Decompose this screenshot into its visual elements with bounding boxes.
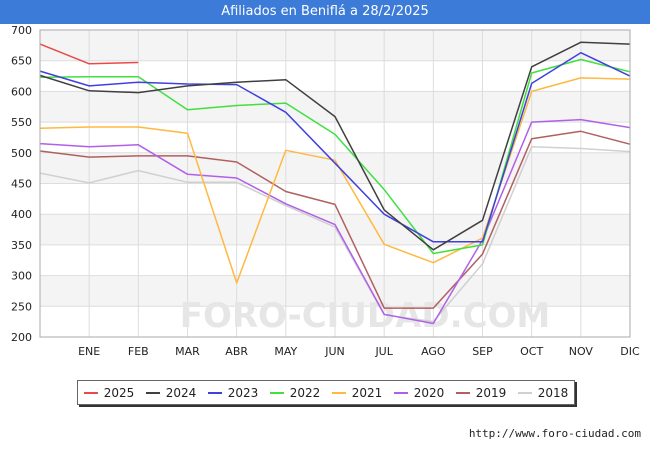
y-tick-label: 200 [11, 331, 32, 344]
x-tick-label: MAR [175, 345, 200, 358]
x-tick-label: ABR [225, 345, 248, 358]
y-tick-label: 250 [11, 300, 32, 313]
x-tick-label: NOV [569, 345, 594, 358]
series-line-2025 [39, 43, 139, 65]
legend-swatch [393, 391, 408, 394]
legend-item-2019: 2019 [455, 385, 507, 400]
y-tick-label: 500 [11, 147, 32, 160]
series-line-2022 [39, 58, 631, 255]
x-tick-label: MAY [274, 345, 297, 358]
x-tick-label: JUL [374, 345, 393, 358]
legend-label: 2018 [537, 385, 569, 400]
legend-swatch [207, 391, 222, 394]
legend-swatch [455, 391, 470, 394]
x-tick-label: DIC [620, 345, 640, 358]
legend-swatch [517, 391, 532, 394]
series-line-2020 [39, 118, 631, 325]
legend-swatch [145, 391, 160, 394]
legend-item-2021: 2021 [331, 385, 383, 400]
y-tick-label: 450 [11, 178, 32, 191]
legend-label: 2019 [475, 385, 507, 400]
y-tick-label: 650 [11, 55, 32, 68]
series-line-2024 [39, 41, 631, 251]
line-chart: 200 250 300 350 400 450 500 550 600 650 700 ENE FEB M… [11, 24, 640, 358]
y-tick-label: 400 [11, 208, 32, 221]
series-line-2019 [39, 130, 631, 309]
x-tick-label: ENE [78, 345, 100, 358]
legend-item-2018: 2018 [517, 385, 569, 400]
legend-item-2022: 2022 [269, 385, 321, 400]
legend-item-2025: 2025 [83, 385, 135, 400]
source-url: http://www.foro-ciudad.com [468, 427, 641, 440]
y-tick-label: 300 [11, 270, 32, 283]
series-line-2023 [39, 51, 631, 243]
legend-swatch [83, 391, 98, 394]
watermark: FORO-CIUDAD.COM [180, 296, 551, 336]
legend-label: 2021 [351, 385, 383, 400]
chart-title: Afiliados en Beniflá a 28/2/2025 [0, 0, 650, 24]
legend-label: 2020 [413, 385, 445, 400]
legend-item-2024: 2024 [145, 385, 197, 400]
legend-label: 2025 [103, 385, 135, 400]
x-tick-label: FEB [128, 345, 149, 358]
legend-item-2020: 2020 [393, 385, 445, 400]
legend-label: 2022 [289, 385, 321, 400]
x-tick-label: JUN [324, 345, 345, 358]
legend-label: 2024 [165, 385, 197, 400]
plot-frame [39, 29, 631, 338]
series-line-2021 [39, 77, 631, 284]
series-line-2018 [39, 145, 631, 323]
legend-label: 2023 [227, 385, 259, 400]
legend-swatch [269, 391, 284, 394]
x-tick-label: SEP [472, 345, 493, 358]
x-tick-label: OCT [520, 345, 543, 358]
y-tick-label: 550 [11, 116, 32, 129]
legend-swatch [331, 391, 346, 394]
y-tick-label: 600 [11, 85, 32, 98]
legend: 2025 2024 2023 2022 2021 2020 2019 2018 [77, 380, 575, 405]
y-tick-label: 350 [11, 239, 32, 252]
legend-item-2023: 2023 [207, 385, 259, 400]
x-tick-label: AGO [421, 345, 446, 358]
y-tick-label: 700 [11, 24, 32, 37]
